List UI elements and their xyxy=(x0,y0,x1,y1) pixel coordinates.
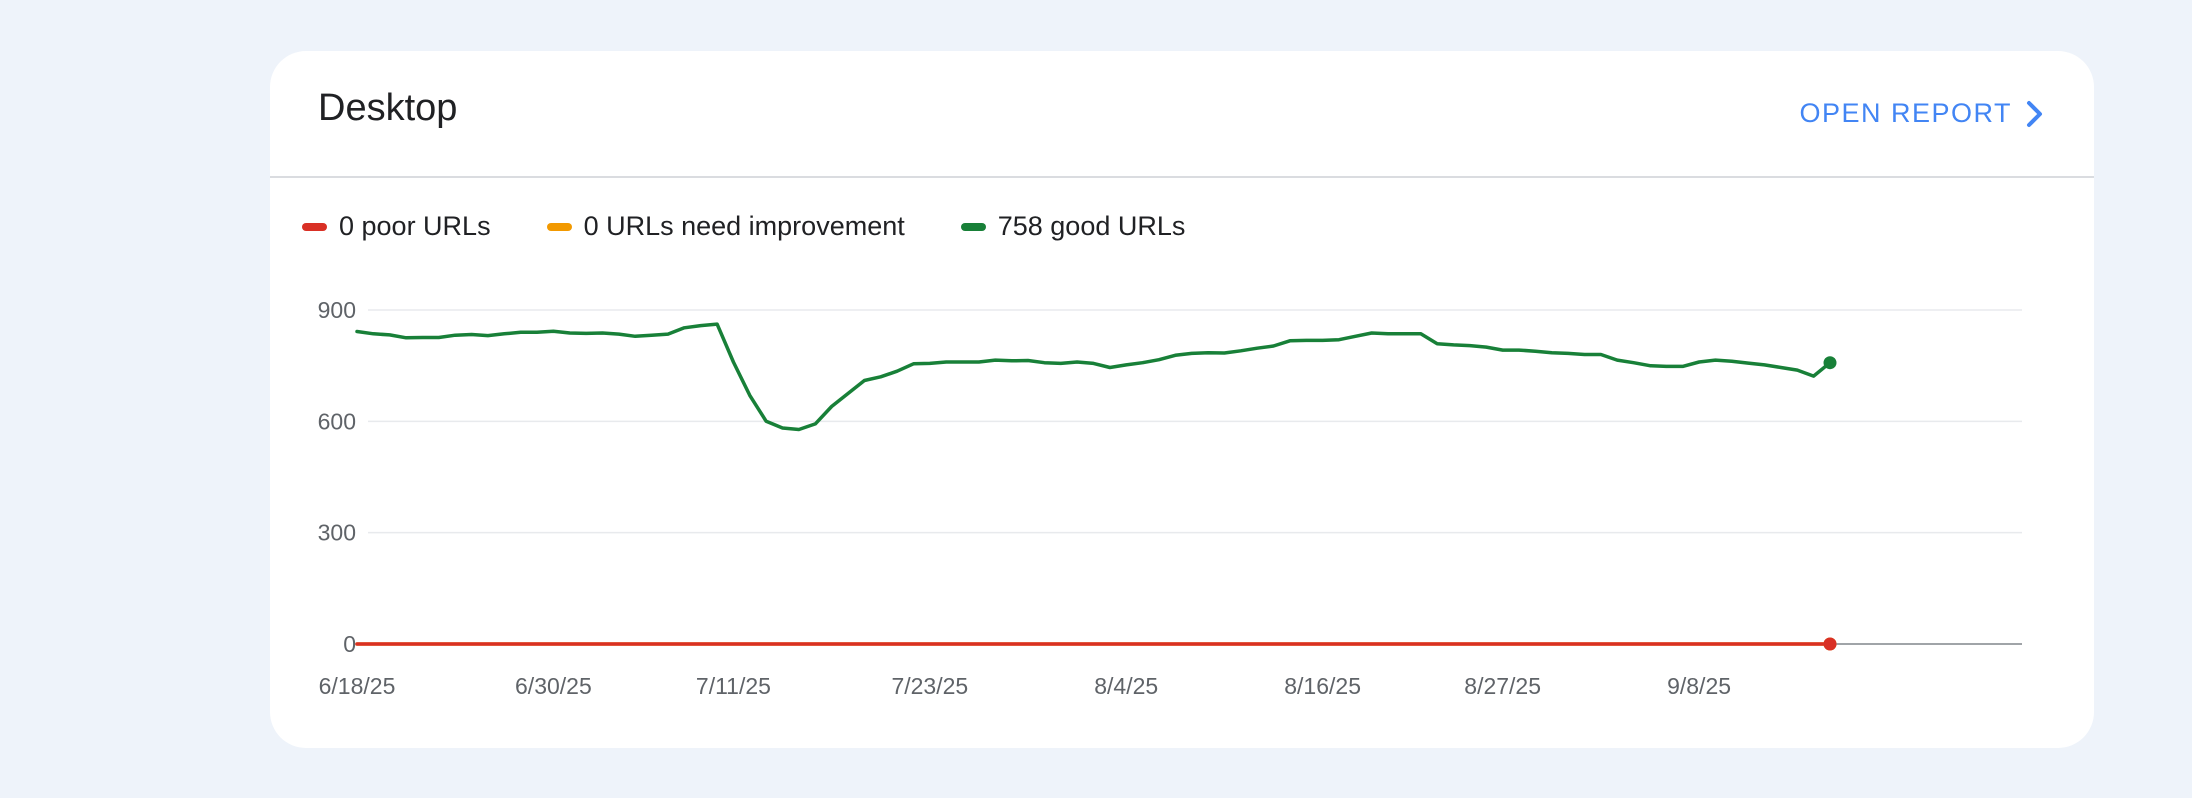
x-tick-label: 8/16/25 xyxy=(1284,673,1361,699)
url-trend-chart: 0 300 600 900 6/18/25 6/30/25 7/11/25 7/23/25 8/… xyxy=(318,297,2022,699)
card-title: Desktop xyxy=(318,87,458,129)
legend-item-poor[interactable]: 0 poor URLs xyxy=(302,211,491,242)
y-tick-label: 0 xyxy=(343,631,356,657)
x-tick-label: 7/11/25 xyxy=(696,673,771,699)
x-tick-label: 6/18/25 xyxy=(319,673,396,699)
series-line-0 xyxy=(355,322,1832,432)
legend-label-poor: 0 poor URLs xyxy=(339,211,491,241)
desktop-report-card: Desktop OPEN REPORT 0 poor URLs 0 URLs n… xyxy=(270,51,2094,748)
legend-swatch-need-improvement xyxy=(546,222,572,231)
x-tick-label: 6/30/25 xyxy=(515,673,592,699)
legend-item-good[interactable]: 758 good URLs xyxy=(960,211,1186,242)
y-tick-label: 900 xyxy=(318,297,356,323)
x-tick-label: 8/27/25 xyxy=(1464,673,1541,699)
series-endpoint-0 xyxy=(1823,356,1837,370)
legend-swatch-poor xyxy=(302,222,327,231)
x-tick-label: 8/4/25 xyxy=(1094,673,1158,699)
chevron-right-icon xyxy=(2027,100,2042,127)
card-header: Desktop OPEN REPORT xyxy=(270,51,2094,178)
x-tick-label: 9/8/25 xyxy=(1667,673,1731,699)
y-tick-label: 300 xyxy=(318,520,356,546)
y-tick-label: 600 xyxy=(318,408,356,434)
x-tick-label: 7/23/25 xyxy=(891,673,968,699)
legend-item-need-improvement[interactable]: 0 URLs need improvement xyxy=(546,211,905,242)
series-endpoint-2 xyxy=(1823,637,1837,651)
open-report-button[interactable]: OPEN REPORT xyxy=(1799,98,2046,129)
legend-label-need-improvement: 0 URLs need improvement xyxy=(583,211,905,241)
chart-legend: 0 poor URLs 0 URLs need improvement 758 … xyxy=(302,211,1241,242)
legend-label-good: 758 good URLs xyxy=(997,211,1186,241)
open-report-label: OPEN REPORT xyxy=(1799,98,2012,128)
legend-swatch-good xyxy=(960,222,986,231)
